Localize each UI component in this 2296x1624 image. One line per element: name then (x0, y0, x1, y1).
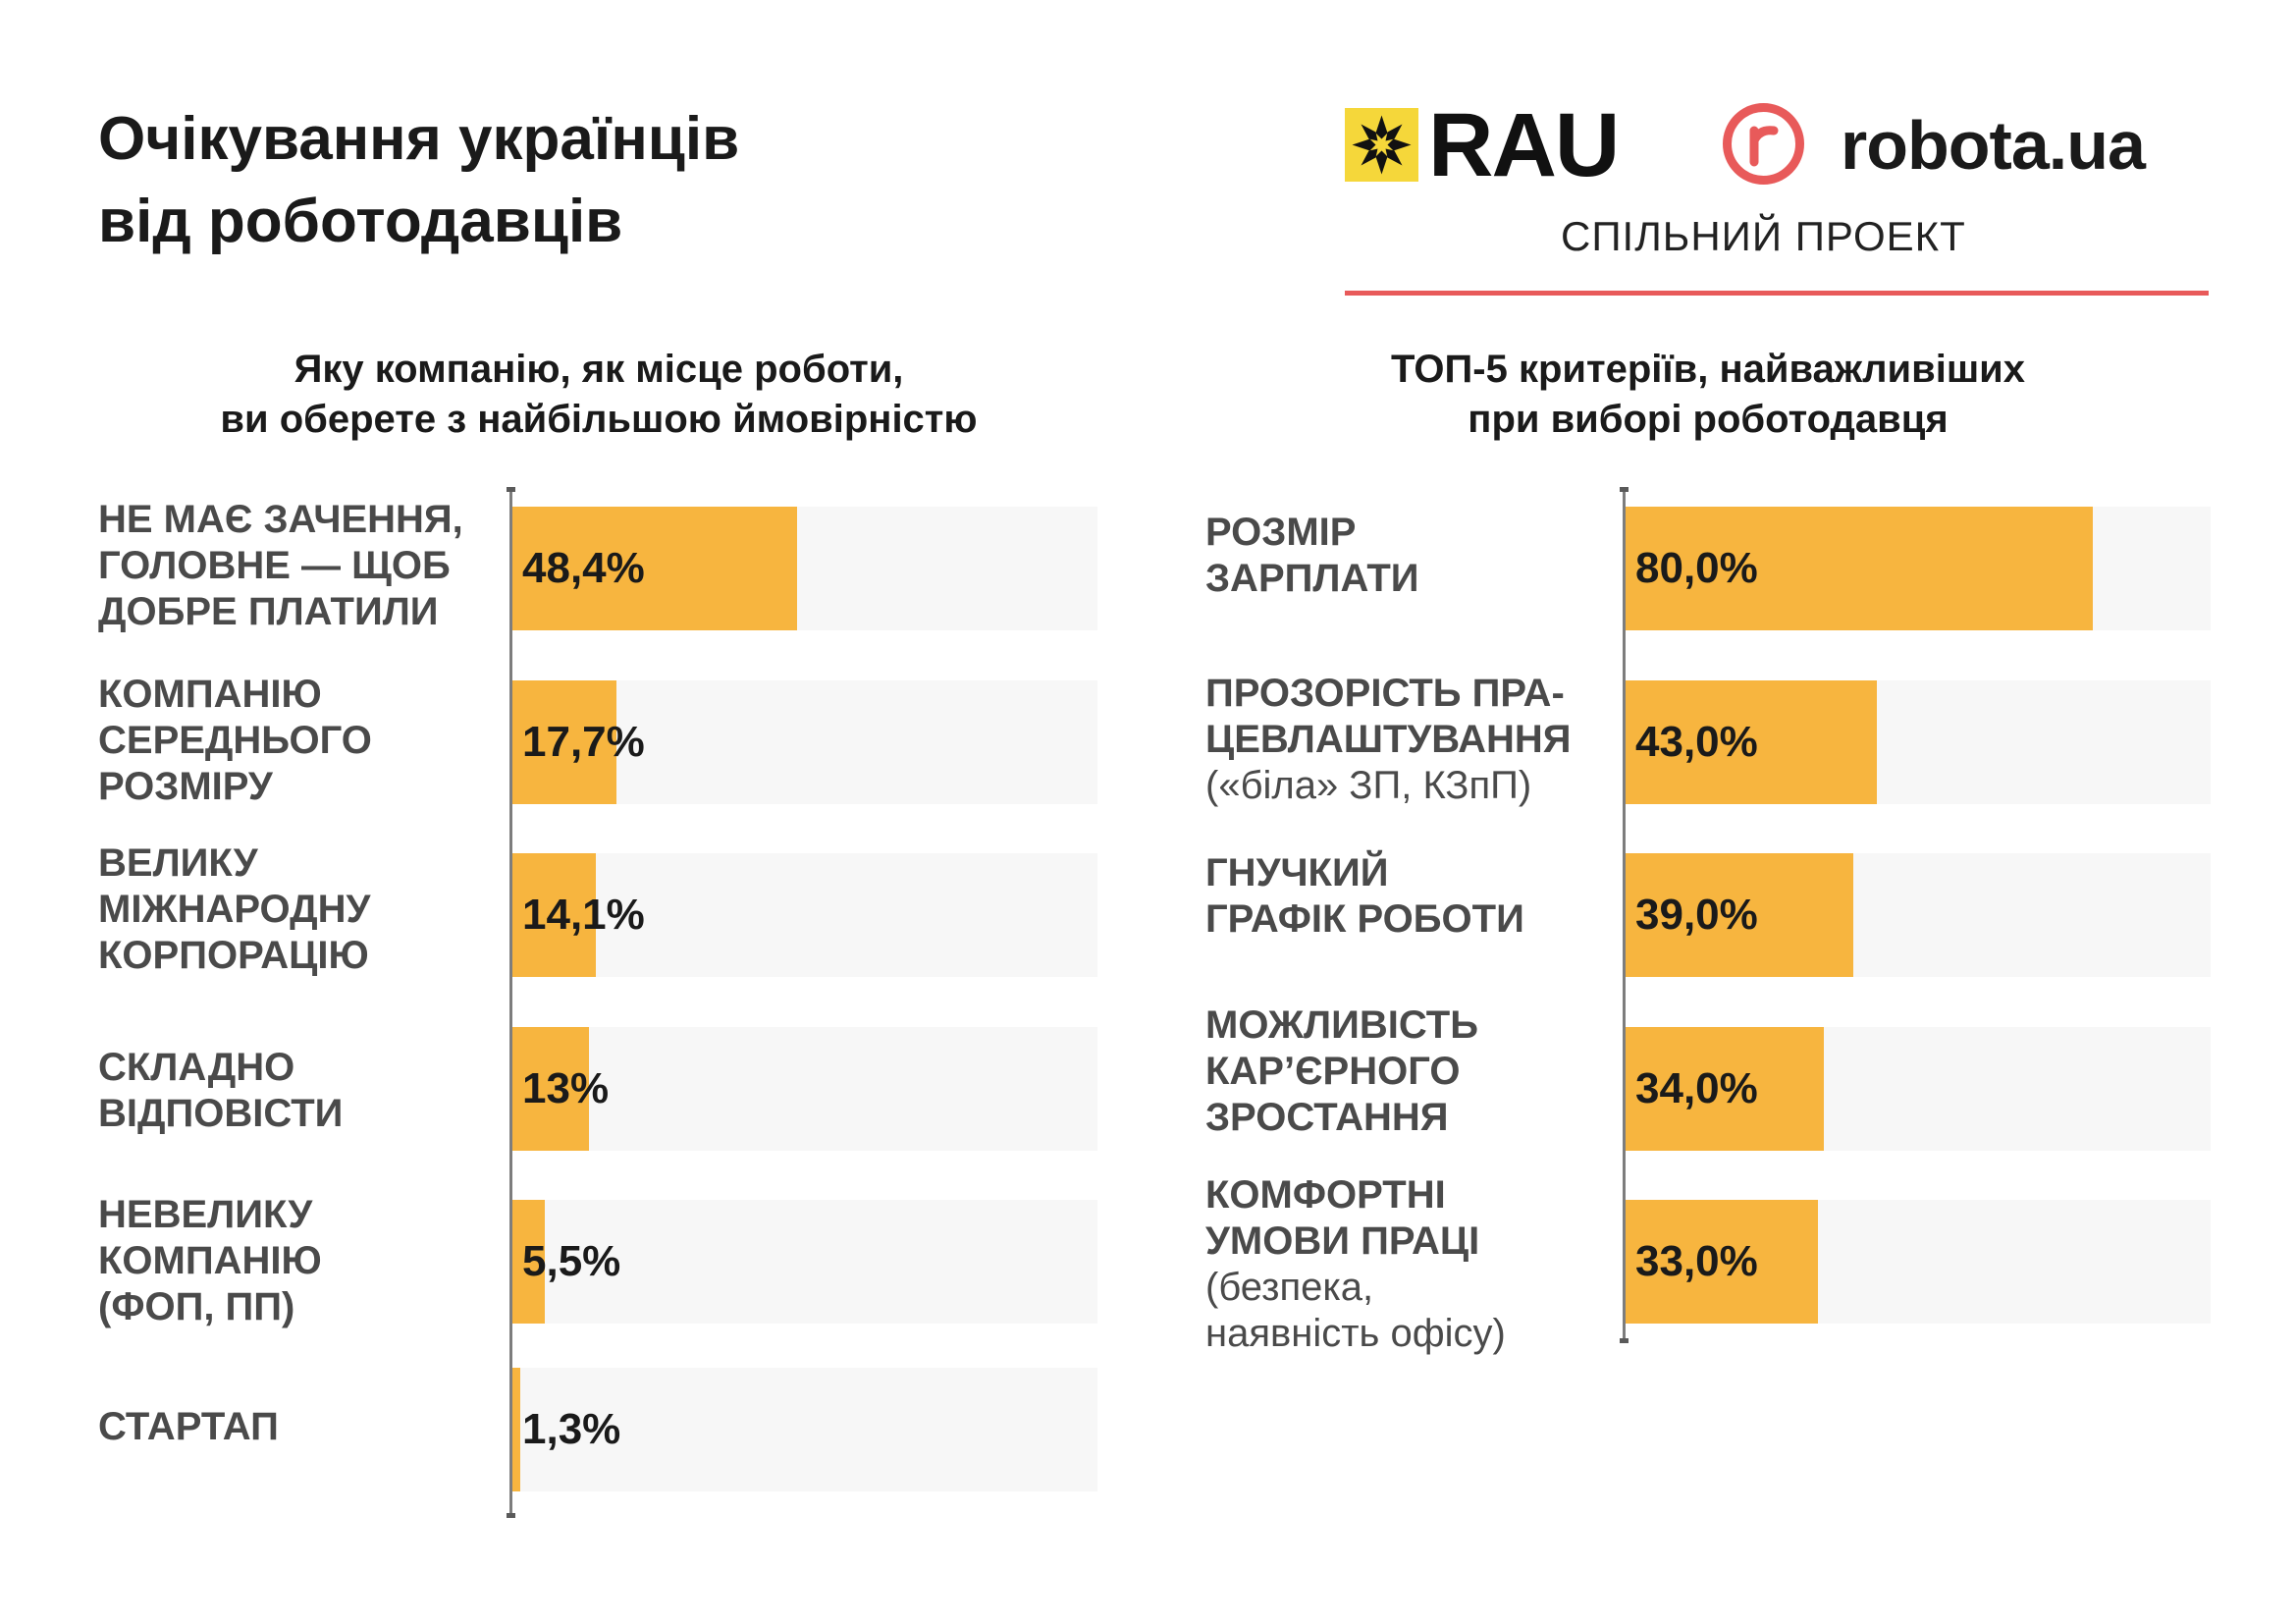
bar (512, 1027, 589, 1151)
title-line-1: Очікування українців (98, 105, 740, 173)
rau-ornament-icon (1345, 108, 1418, 182)
category-label-line: ВЕЛИКУ (98, 841, 258, 885)
category-label-line: ПРОЗОРІСТЬ ПРА- (1205, 672, 1565, 715)
category-label: РОЗМІР ЗАРПЛАТИ (1205, 510, 1419, 602)
category-label-line: ДОБРЕ ПЛАТИЛИ (98, 590, 439, 633)
bar-track: 17,7% (512, 680, 1097, 804)
bar (512, 507, 798, 630)
bar (1626, 1200, 1819, 1324)
left-chart-title-line-1: Яку компанію, як місце роботи, (294, 348, 904, 391)
title-line-2: від роботодавців (98, 188, 623, 255)
bar-value-label: 34,0% (1635, 1064, 1758, 1112)
category-label-line: УМОВИ ПРАЦІ (1205, 1219, 1480, 1263)
bar (512, 680, 617, 804)
category-label: МОЖЛИВІСТЬ КАР’ЄРНОГО ЗРОСТАННЯ (1205, 1002, 1478, 1141)
category-label: ПРОЗОРІСТЬ ПРА- ЦЕВЛАШТУВАННЯ («біла» ЗП, … (1205, 671, 1572, 809)
bar-value-label: 39,0% (1635, 891, 1758, 939)
bar-track: 14,1% (512, 853, 1097, 977)
bar-track: 43,0% (1626, 680, 2211, 804)
bar-value-label: 48,4% (522, 544, 645, 592)
bar-track: 39,0% (1626, 853, 2211, 977)
bar (1626, 1027, 1825, 1151)
category-label-line: СТАРТАП (98, 1405, 279, 1448)
category-label-line: СКЛАДНО (98, 1046, 295, 1089)
divider-line (1345, 291, 2209, 296)
left-chart-title-line-2: ви оберете з найбільшою ймовірністю (220, 398, 978, 441)
right-chart-title-line-2: при виборі роботодавця (1468, 398, 1949, 441)
bar-track: 13% (512, 1027, 1097, 1151)
category-label-line: ЗРОСТАННЯ (1205, 1096, 1449, 1139)
bar-value-label: 14,1% (522, 891, 645, 939)
bar-value-label: 17,7% (522, 718, 645, 766)
bar-value-label: 5,5% (522, 1237, 621, 1285)
category-label-line: ВІДПОВІСТИ (98, 1092, 344, 1135)
bar-value-label: 43,0% (1635, 718, 1758, 766)
bar-track: 48,4% (512, 507, 1097, 630)
bar (1626, 853, 1854, 977)
category-label: НЕ МАЄ ЗАЧЕННЯ, ГОЛОВНЕ — ЩОБ ДОБРЕ ПЛАТИЛ… (98, 497, 463, 635)
category-note-line: наявність офісу) (1205, 1312, 1506, 1355)
category-label-line: ЦЕВЛАШТУВАННЯ (1205, 718, 1572, 761)
category-label: КОМФОРТНІ УМОВИ ПРАЦІ (безпека, наявність о… (1205, 1172, 1506, 1357)
category-note-line: (безпека, (1205, 1266, 1374, 1309)
category-label-line: МІЖНАРОДНУ (98, 888, 371, 931)
right-chart-title-line-1: ТОП-5 критеріїв, найважливіших (1390, 348, 2025, 391)
robota-logo-text: robota.ua (1841, 107, 2146, 184)
bar-value-label: 33,0% (1635, 1237, 1758, 1285)
category-note-line: («біла» ЗП, КЗпП) (1205, 764, 1532, 807)
bar-track: 80,0% (1626, 507, 2211, 630)
category-label-line: НЕ МАЄ ЗАЧЕННЯ, (98, 498, 463, 541)
left-chart-title: Яку компанію, як місце роботи, ви оберет… (98, 345, 1099, 445)
bar-value-label: 13% (522, 1064, 610, 1112)
category-label: ВЕЛИКУ МІЖНАРОДНУ КОРПОРАЦІЮ (98, 840, 370, 979)
joint-project-label: СПІЛЬНИЙ ПРОЕКТ (1561, 213, 1966, 259)
category-label-line: ГОЛОВНЕ — ЩОБ (98, 544, 451, 587)
bar (512, 1200, 545, 1324)
category-label-line: РОЗМІР (1205, 511, 1357, 554)
category-label-line: КОМПАНІЮ (98, 1239, 322, 1282)
bar (1626, 507, 2093, 630)
page-title: Очікування українців від роботодавців (98, 98, 739, 263)
category-label-line: МОЖЛИВІСТЬ (1205, 1003, 1478, 1047)
chart-axis-line (509, 487, 512, 1518)
chart-axis-line (1623, 487, 1626, 1343)
category-label-line: ГРАФІК РОБОТИ (1205, 897, 1524, 941)
category-label-line: РОЗМІРУ (98, 765, 273, 808)
category-label: СТАРТАП (98, 1404, 279, 1450)
bar (512, 1368, 520, 1491)
category-label-line: (ФОП, ПП) (98, 1285, 295, 1328)
category-label-line: ГНУЧКИЙ (1205, 851, 1389, 894)
category-label-line: КАР’ЄРНОГО (1205, 1050, 1461, 1093)
right-chart-title: ТОП-5 критеріїв, найважливіших при вибор… (1207, 345, 2209, 445)
bar-track: 33,0% (1626, 1200, 2211, 1324)
category-label: НЕВЕЛИКУ КОМПАНІЮ (ФОП, ПП) (98, 1192, 322, 1330)
category-label: КОМПАНІЮ СЕРЕДНЬОГО РОЗМІРУ (98, 672, 372, 810)
bar-track: 5,5% (512, 1200, 1097, 1324)
category-label-line: ЗАРПЛАТИ (1205, 557, 1419, 600)
bar (512, 853, 596, 977)
category-label-line: КОМФОРТНІ (1205, 1173, 1446, 1217)
bar-track: 1,3% (512, 1368, 1097, 1491)
category-label-line: НЕВЕЛИКУ (98, 1193, 313, 1236)
category-label: ГНУЧКИЙ ГРАФІК РОБОТИ (1205, 850, 1524, 943)
axis-tick-bottom (1620, 1338, 1629, 1343)
category-label-line: КОМПАНІЮ (98, 673, 322, 716)
bar-value-label: 1,3% (522, 1405, 621, 1453)
axis-tick-bottom (507, 1513, 515, 1518)
bar-value-label: 80,0% (1635, 544, 1758, 592)
axis-tick-top (507, 487, 515, 492)
robota-r-icon (1721, 101, 1806, 187)
axis-tick-top (1620, 487, 1629, 492)
category-label-line: КОРПОРАЦІЮ (98, 934, 369, 977)
category-label-line: СЕРЕДНЬОГО (98, 719, 372, 762)
bar (1626, 680, 1877, 804)
bar-track: 34,0% (1626, 1027, 2211, 1151)
logo-block: RAU robota.ua СПІЛЬНИЙ ПРОЕКТ (1345, 95, 2215, 304)
category-label: СКЛАДНО ВІДПОВІСТИ (98, 1045, 343, 1137)
rau-logo-text: RAU (1428, 95, 1620, 195)
